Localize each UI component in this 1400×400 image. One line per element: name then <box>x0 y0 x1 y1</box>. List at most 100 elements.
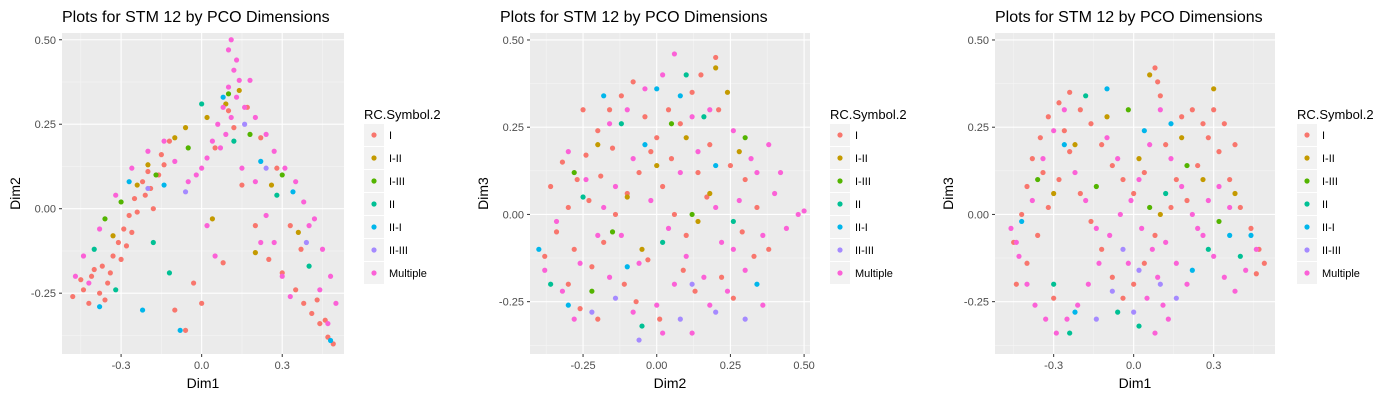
x-axis-title: Dim1 <box>187 375 220 391</box>
data-point-multiple <box>713 204 719 211</box>
data-point-i <box>166 138 173 144</box>
data-point-i <box>668 156 675 162</box>
data-point-i <box>1024 183 1030 190</box>
y-tick-label: 0.50 <box>968 35 989 47</box>
data-point-ii-i <box>161 182 167 188</box>
data-point-i <box>580 107 586 113</box>
data-point-i-ii <box>209 216 215 222</box>
data-point-multiple <box>565 149 571 155</box>
data-point-multiple <box>282 165 288 171</box>
data-point-i <box>654 135 660 141</box>
data-point-i <box>630 79 636 85</box>
data-point-i <box>559 159 566 165</box>
data-point-i-ii <box>110 233 116 239</box>
legend-label: I-III <box>1322 176 1338 188</box>
data-point-ii <box>274 192 280 198</box>
data-point-ii <box>1237 253 1243 259</box>
data-point-multiple <box>1072 169 1078 176</box>
data-point-multiple <box>701 274 707 280</box>
data-point-multiple <box>1096 260 1102 266</box>
x-tick-label: 0.0 <box>194 360 209 372</box>
data-point-ii <box>306 263 312 269</box>
legend-title: RC.Symbol.2 <box>830 107 907 122</box>
x-tick-label: 0.50 <box>793 360 814 372</box>
data-point-multiple <box>1013 239 1019 245</box>
data-point-multiple <box>1032 302 1038 308</box>
data-point-multiple <box>231 67 237 73</box>
data-point-i-ii <box>1136 156 1142 162</box>
data-point-i <box>70 293 76 300</box>
data-point-multiple <box>772 190 778 197</box>
data-point-i-ii <box>1211 86 1217 92</box>
legend-title: RC.Symbol.2 <box>1297 107 1374 122</box>
data-point-i-ii <box>145 162 151 168</box>
data-point-i-iii <box>742 135 748 141</box>
data-point-i <box>766 246 772 252</box>
data-point-ii-iii <box>303 239 309 246</box>
data-point-ii-iii <box>713 309 719 315</box>
legend-label: II-III <box>855 245 874 257</box>
data-point-i <box>612 211 619 218</box>
data-point-i <box>707 142 713 148</box>
data-point-ii <box>639 323 645 329</box>
data-point-i <box>1232 142 1238 148</box>
y-tick-label: 0.00 <box>503 209 524 221</box>
data-point-i <box>1189 107 1195 113</box>
data-point-multiple <box>642 86 648 92</box>
data-point-multiple <box>1083 197 1089 204</box>
data-point-i <box>225 108 232 114</box>
data-point-ii <box>1115 309 1121 315</box>
data-point-multiple <box>1024 281 1030 287</box>
data-point-multiple <box>671 51 678 57</box>
data-point-multiple <box>204 155 210 161</box>
data-point-i <box>86 300 92 306</box>
data-point-multiple <box>185 179 191 185</box>
data-point-i <box>683 232 689 238</box>
data-point-i-ii <box>654 162 660 169</box>
legend: RC.Symbol.2II-III-IIIIIII-III-IIIMultipl… <box>1297 107 1374 284</box>
data-point-i <box>1061 128 1067 134</box>
data-point-i <box>739 229 745 235</box>
data-point-multiple <box>1221 274 1227 280</box>
data-point-multiple <box>1040 156 1046 162</box>
data-point-multiple <box>718 239 725 245</box>
data-point-multiple <box>212 253 218 259</box>
data-point-ii <box>580 194 586 200</box>
data-point-multiple <box>660 72 666 78</box>
data-point-i <box>1227 176 1233 183</box>
legend-key-ii-iii <box>837 247 843 253</box>
data-point-ii-i <box>327 337 334 344</box>
data-point-i <box>102 297 108 303</box>
data-point-ii-iii <box>677 316 683 322</box>
data-point-multiple <box>1157 107 1163 113</box>
data-point-i-iii <box>609 229 616 235</box>
data-point-i <box>657 316 663 322</box>
data-point-multiple <box>239 165 245 171</box>
x-axis-title: Dim1 <box>1119 375 1152 391</box>
data-point-multiple <box>683 253 689 259</box>
data-point-multiple <box>583 176 589 183</box>
data-point-multiple <box>630 309 636 315</box>
data-point-i-ii <box>236 87 242 94</box>
data-point-i <box>118 256 124 262</box>
data-point-ii-i <box>624 264 630 270</box>
data-point-multiple <box>161 138 167 144</box>
data-point-ii-i <box>1072 309 1078 315</box>
legend-label: I-III <box>855 176 871 188</box>
data-point-i <box>1120 295 1126 301</box>
data-point-i-ii <box>1232 190 1238 197</box>
data-point-multiple <box>1061 107 1067 113</box>
y-tick-label: -0.25 <box>499 297 524 309</box>
data-point-multiple <box>707 302 713 308</box>
data-point-multiple <box>571 316 577 322</box>
data-point-i <box>1109 274 1115 280</box>
data-point-i <box>317 320 323 327</box>
data-point-multiple <box>1093 225 1099 231</box>
data-point-i <box>665 107 672 113</box>
legend: RC.Symbol.2II-III-IIIIIII-III-IIIMultipl… <box>830 107 907 284</box>
data-point-multiple <box>1136 176 1142 183</box>
data-point-ii <box>1136 323 1142 329</box>
data-point-i <box>571 246 577 252</box>
data-point-i <box>609 145 616 151</box>
data-point-i <box>1035 232 1041 238</box>
